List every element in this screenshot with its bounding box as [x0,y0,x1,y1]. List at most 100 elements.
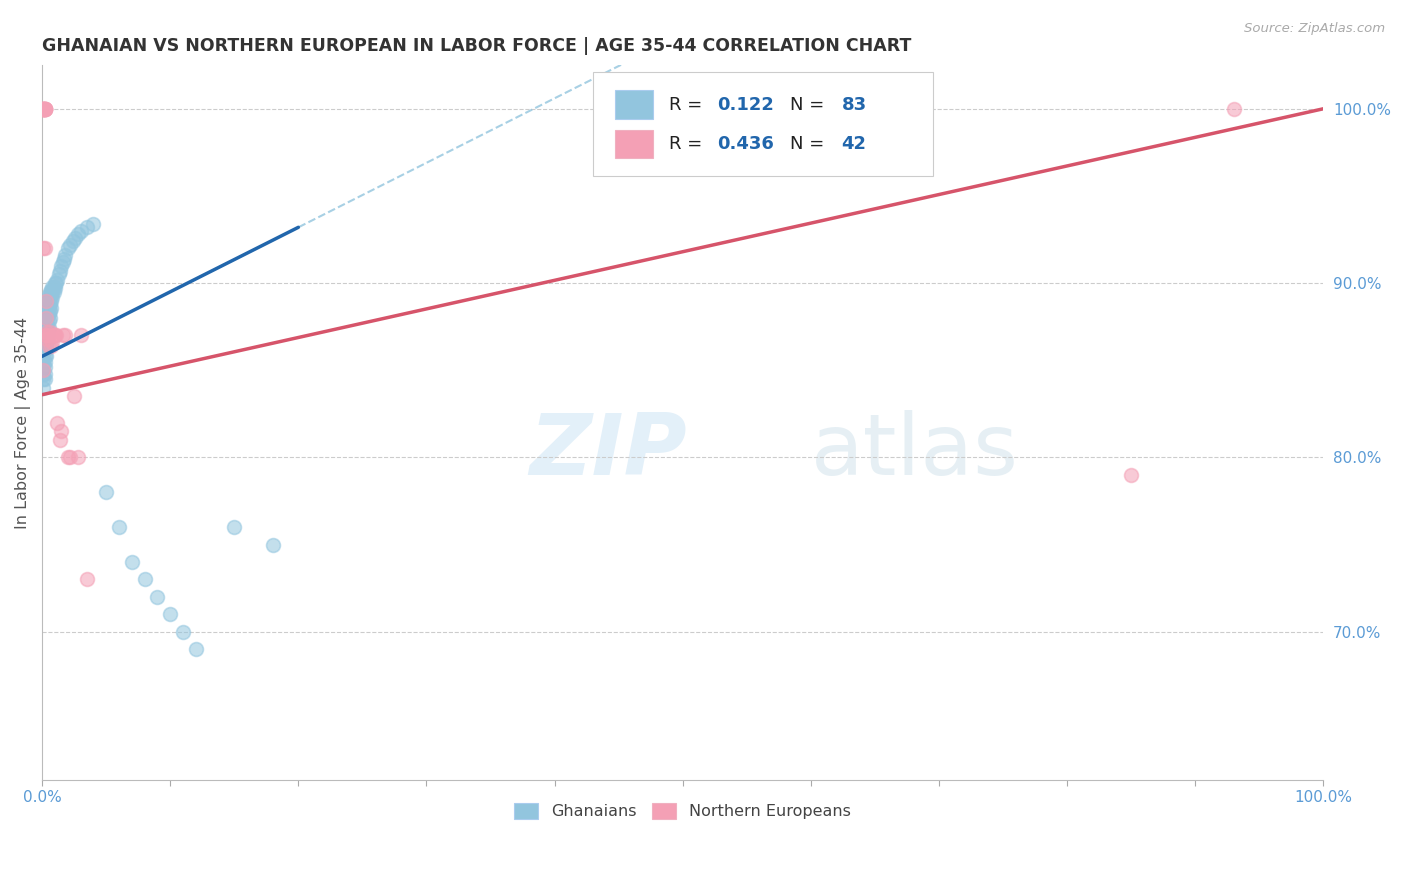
Point [34,349,56,363]
Point [32,102,55,116]
Point [32,343,55,357]
Point [59,237,82,252]
Point [35,319,58,334]
Point [38,304,60,318]
Point [34,343,56,357]
Point [32,359,55,374]
Point [69,224,91,238]
Text: 83: 83 [842,95,866,113]
Point [34,367,56,381]
Point [38,339,60,353]
Point [42,279,65,293]
Point [41,290,63,304]
FancyBboxPatch shape [614,129,654,158]
Point [35,308,58,322]
Point [39,301,62,315]
Point [82,217,104,231]
Point [42,328,65,343]
Text: 0.436: 0.436 [717,135,775,153]
Point [32,349,55,363]
Point [39,288,62,302]
Point [34,359,56,374]
Text: 0.122: 0.122 [717,95,775,113]
Point [34,241,56,255]
Point [39,339,62,353]
Point [32,354,55,368]
Point [34,102,56,116]
Point [37,314,59,328]
Point [37,293,59,308]
Point [53,248,76,262]
Point [35,337,58,351]
Point [32,102,55,116]
Point [32,241,55,255]
Point [38,288,60,302]
Point [37,328,59,343]
Point [34,102,56,116]
Point [62,234,84,248]
Point [53,328,76,343]
Point [38,285,60,299]
Point [76,573,98,587]
Point [52,328,75,343]
Text: Source: ZipAtlas.com: Source: ZipAtlas.com [1244,22,1385,36]
Point [35,349,58,363]
Point [1222,102,1244,116]
Point [159,607,181,622]
Point [32,367,55,381]
Point [51,425,73,439]
Point [34,328,56,343]
Point [108,520,131,534]
Point [32,102,55,116]
Point [184,642,207,657]
Point [38,321,60,335]
Point [48,268,70,282]
Point [51,259,73,273]
Point [96,485,118,500]
Point [32,363,55,377]
Point [37,301,59,315]
Point [45,276,67,290]
Point [38,314,60,328]
Point [44,328,66,343]
Text: atlas: atlas [811,409,1019,492]
Point [41,335,63,350]
Text: N =: N = [790,95,831,113]
Point [34,328,56,343]
Point [38,290,60,304]
FancyBboxPatch shape [614,90,654,119]
Point [45,328,67,343]
Point [121,555,143,569]
Point [39,293,62,308]
Point [35,293,58,308]
Text: R =: R = [669,135,707,153]
Point [34,354,56,368]
Point [69,328,91,343]
Point [34,337,56,351]
Point [32,102,55,116]
Point [35,328,58,343]
Point [35,343,58,357]
Point [56,241,79,255]
Point [52,255,75,269]
Point [42,285,65,299]
Point [41,285,63,299]
Point [37,335,59,350]
Point [37,308,59,322]
Point [134,573,156,587]
Point [65,231,87,245]
Point [37,325,59,339]
Y-axis label: In Labor Force | Age 35-44: In Labor Force | Age 35-44 [15,317,31,529]
Point [224,520,246,534]
Text: N =: N = [790,135,831,153]
Point [32,328,55,343]
Point [37,321,59,335]
Point [35,314,58,328]
Point [44,276,66,290]
Point [34,314,56,328]
Point [34,319,56,334]
Point [35,328,58,343]
Point [49,433,72,447]
Text: ZIP: ZIP [529,409,686,492]
Point [38,328,60,343]
